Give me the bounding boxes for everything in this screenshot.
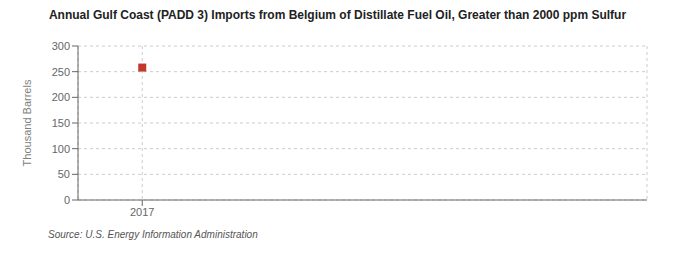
- svg-text:2017: 2017: [130, 206, 154, 218]
- svg-text:Thousand Barrels: Thousand Barrels: [21, 79, 33, 166]
- svg-text:300: 300: [52, 40, 70, 52]
- svg-text:250: 250: [52, 66, 70, 78]
- svg-text:100: 100: [52, 143, 70, 155]
- svg-text:150: 150: [52, 117, 70, 129]
- svg-text:0: 0: [64, 194, 70, 206]
- html-text:Source: U.S. Energy Informatio: Source: U.S. Energy Information Administ…: [48, 229, 258, 240]
- html-text:Annual Gulf Coast (PADD 3) Imp: Annual Gulf Coast (PADD 3) Imports from …: [48, 8, 627, 22]
- svg-text:50: 50: [58, 168, 70, 180]
- svg-text:200: 200: [52, 91, 70, 103]
